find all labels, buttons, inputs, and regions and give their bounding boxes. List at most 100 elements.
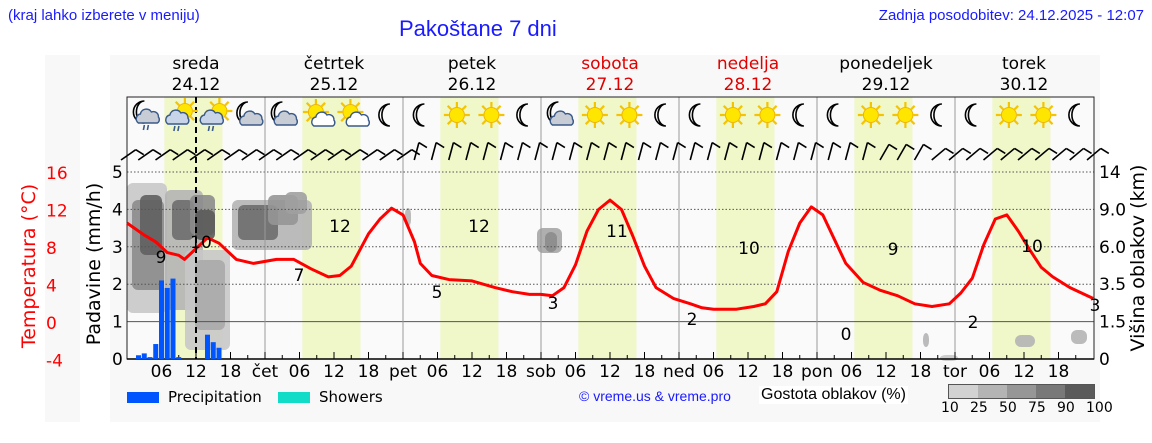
x-tick-label: 06: [427, 362, 449, 382]
wind-barb-shaft: [1017, 147, 1033, 161]
precip-tick: 1: [112, 313, 123, 333]
sun-ray: [910, 105, 916, 111]
sun-ray: [584, 119, 591, 125]
sun-ray: [189, 115, 195, 121]
sun-icon: [1035, 107, 1052, 123]
wind-barb-shaft: [534, 142, 541, 161]
wind-barb-flag: [763, 141, 773, 149]
temperature-label: 0: [841, 325, 852, 345]
wind-barb-flag: [711, 141, 721, 149]
x-tick-label: pet: [389, 362, 417, 382]
sun-ray: [1048, 119, 1054, 125]
weather-icon-moon: [516, 103, 529, 127]
wind-barb-flag: [359, 148, 369, 156]
wind-barb-shaft: [775, 142, 782, 161]
wind-barb-flag: [169, 148, 179, 156]
cloud-height-tick: 6.0: [1099, 238, 1126, 258]
weather-icon-sun: [443, 102, 470, 128]
copyright-link[interactable]: © vreme.us & vreme.pro: [579, 388, 731, 404]
temperature-label: 9: [888, 240, 899, 260]
precipitation-bar: [164, 287, 170, 359]
temperature-tick: -4: [46, 352, 63, 372]
x-tick-label: 18: [634, 362, 656, 382]
wind-barb: [844, 141, 859, 161]
cloud-density-area: [1071, 330, 1087, 344]
cloud-icon: [165, 109, 190, 125]
wind-barb-flag: [1014, 147, 1023, 155]
daylight-band: [854, 97, 913, 359]
wind-barb: [1069, 147, 1092, 161]
temperature-tick: 0: [46, 314, 57, 334]
wind-barb: [327, 148, 352, 161]
temperature-label: 10: [1021, 237, 1043, 257]
daylight-band: [440, 97, 499, 359]
day-date: 27.12: [586, 75, 635, 95]
wind-barb-shaft: [465, 142, 472, 161]
wind-barb: [775, 141, 790, 161]
sun-icon: [448, 107, 465, 123]
temperature-label: 9: [156, 248, 167, 268]
wind-barb-shaft: [1034, 147, 1050, 161]
wind-barb: [879, 143, 898, 161]
legend-showers: Showers: [278, 388, 383, 406]
weather-icon-sun-cloud: [302, 99, 336, 127]
wind-barb-shaft: [620, 142, 627, 161]
wind-barb: [551, 141, 566, 161]
wind-barb-shaft: [241, 149, 257, 161]
precipitation-bar: [153, 344, 159, 359]
temperature-label: 2: [968, 313, 979, 333]
day-name: petek: [448, 54, 496, 74]
precipitation-bar: [216, 347, 222, 359]
wind-barb: [379, 148, 403, 161]
sun-ray: [875, 119, 881, 125]
sun-ray: [599, 119, 605, 125]
wind-barb-flag: [642, 141, 652, 149]
sun-ray: [1013, 119, 1019, 125]
wind-barb-shaft: [1069, 147, 1085, 161]
wind-barb-shaft: [189, 149, 206, 161]
wind-barb-flag: [135, 148, 145, 156]
wind-barb: [499, 141, 514, 161]
wind-barb-flag: [521, 141, 531, 149]
sun-ray: [772, 119, 778, 125]
cloud-density-label: Gostota oblakov (%): [759, 386, 908, 404]
moon-icon: [930, 103, 943, 127]
wind-barb-flag: [435, 141, 445, 149]
x-tick-label: 12: [323, 362, 345, 382]
wind-barb: [861, 141, 876, 161]
wind-barb: [258, 148, 283, 161]
day-name: torek: [1002, 54, 1046, 74]
wind-barb: [965, 147, 989, 161]
wind-barb: [948, 147, 972, 161]
wind-barb-flag: [866, 141, 876, 149]
wind-barb-shaft: [654, 142, 662, 161]
weather-icon-sun: [857, 102, 884, 128]
wind-barb-flag: [923, 143, 932, 151]
sun-ray: [224, 115, 230, 121]
wind-barb-shaft: [982, 147, 998, 161]
sun-ray: [446, 119, 453, 125]
wind-barb: [637, 141, 652, 161]
precipitation-bar: [136, 355, 141, 359]
wind-barb-shaft: [172, 149, 188, 161]
day-date: 26.12: [448, 75, 497, 95]
precipitation-bar: [205, 334, 210, 359]
region-hint[interactable]: (kraj lahko izberete v meniju): [8, 7, 200, 24]
sun-ray: [860, 105, 867, 111]
precipitation-label: Precipitation: [168, 388, 262, 406]
wind-barb-flag: [539, 141, 549, 149]
wind-barb-shaft: [344, 149, 361, 161]
sun-ray: [481, 119, 487, 125]
rain-icon: [207, 125, 211, 132]
sun-ray: [599, 105, 605, 111]
weather-icon-moon: [378, 103, 391, 127]
sun-ray: [340, 116, 346, 122]
rain-icon: [173, 125, 176, 132]
sun-ray: [305, 116, 312, 122]
wind-barb-shaft: [585, 142, 593, 161]
sun-ray: [1013, 105, 1019, 111]
weather-icon-sun-cloud: [337, 99, 371, 127]
cloud-icon: [135, 108, 161, 124]
x-tick-label: 12: [737, 362, 759, 382]
wind-barb-flag: [325, 148, 334, 156]
